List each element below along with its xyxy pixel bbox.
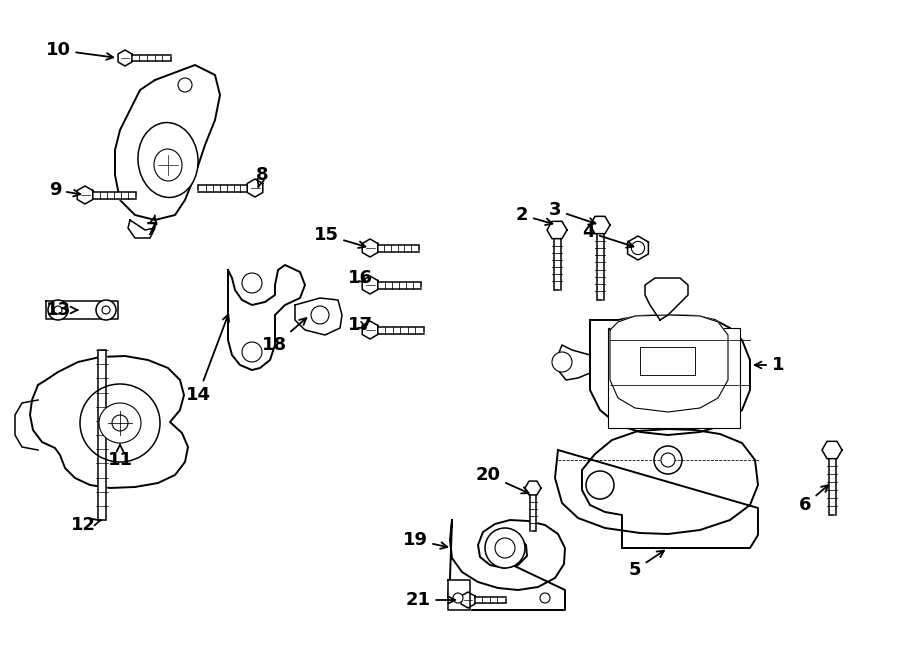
Polygon shape [295,298,342,335]
Polygon shape [362,276,378,294]
Polygon shape [362,321,378,339]
Text: 21: 21 [406,591,455,609]
Circle shape [552,352,572,372]
Ellipse shape [99,403,141,443]
Text: 1: 1 [755,356,784,374]
Polygon shape [198,184,248,192]
Text: 13: 13 [46,301,77,319]
Ellipse shape [138,122,198,198]
Polygon shape [362,239,378,257]
Polygon shape [547,221,567,239]
Text: 15: 15 [313,226,365,248]
Polygon shape [475,597,506,603]
Text: 19: 19 [402,531,447,549]
Circle shape [242,342,262,362]
Circle shape [540,593,550,603]
Text: 3: 3 [549,201,596,225]
Polygon shape [378,245,419,251]
Text: 12: 12 [70,516,101,534]
Circle shape [632,241,644,254]
Polygon shape [98,350,106,520]
Polygon shape [525,481,541,495]
Text: 9: 9 [49,181,80,199]
Text: 10: 10 [46,41,113,59]
Circle shape [178,78,192,92]
Text: 8: 8 [256,166,268,187]
Polygon shape [248,179,263,197]
Text: 6: 6 [799,485,828,514]
Ellipse shape [80,384,160,462]
Polygon shape [46,301,118,319]
Polygon shape [822,442,842,459]
Text: 7: 7 [146,215,158,239]
Polygon shape [378,327,424,334]
Polygon shape [829,459,835,515]
Polygon shape [77,186,93,204]
Polygon shape [448,580,470,610]
Circle shape [586,471,614,499]
Polygon shape [131,55,171,61]
Polygon shape [228,265,305,370]
Polygon shape [530,495,536,531]
Circle shape [48,300,68,320]
Ellipse shape [154,149,182,181]
Polygon shape [645,278,688,320]
Circle shape [453,593,463,603]
Circle shape [242,273,262,293]
Polygon shape [590,315,750,435]
Polygon shape [610,315,728,412]
Circle shape [485,528,525,568]
Circle shape [654,446,682,474]
Text: 14: 14 [185,315,230,404]
Polygon shape [597,233,604,300]
Polygon shape [118,50,132,66]
Text: 2: 2 [516,206,553,225]
Polygon shape [555,429,758,548]
Text: 20: 20 [475,466,528,493]
Polygon shape [93,192,136,198]
Text: 16: 16 [347,269,373,287]
Circle shape [54,306,62,314]
Polygon shape [627,236,648,260]
Polygon shape [378,282,421,288]
Text: 11: 11 [107,445,132,469]
Circle shape [495,538,515,558]
Polygon shape [461,592,475,608]
FancyBboxPatch shape [640,347,695,375]
Polygon shape [554,239,561,290]
Circle shape [661,453,675,467]
FancyBboxPatch shape [608,328,740,428]
Polygon shape [590,216,610,233]
Text: 5: 5 [629,551,664,579]
Text: 17: 17 [347,316,373,334]
Circle shape [96,300,116,320]
Polygon shape [448,520,565,610]
Circle shape [311,306,329,324]
Text: 18: 18 [263,318,306,354]
Text: 4: 4 [581,223,634,248]
Polygon shape [115,65,220,220]
Polygon shape [128,220,155,238]
Circle shape [112,415,128,431]
Polygon shape [30,356,188,488]
Circle shape [102,306,110,314]
